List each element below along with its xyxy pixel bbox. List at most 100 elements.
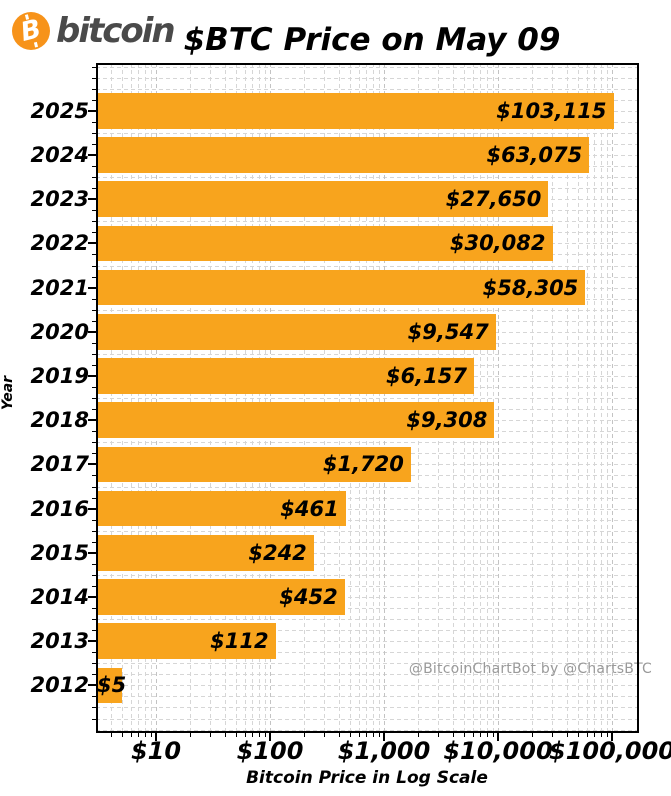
bar-value-label: $9,308 [406,408,488,433]
y-minor-tick [92,663,96,665]
h-gridline [96,132,639,134]
y-minor-tick [92,696,96,698]
x-minor-tick [594,733,596,737]
plot-area: $103,115 $63,075 $27,650 $30,082 $58,305 $9,5… [96,63,652,733]
v-gridline [463,63,465,733]
y-minor-tick [92,486,96,488]
y-minor-tick [92,409,96,411]
v-gridline [190,63,192,733]
v-gridline [110,63,112,733]
x-minor-tick [438,733,440,737]
x-minor-tick [577,733,579,737]
x-minor-tick [586,733,588,737]
y-minor-tick [92,298,96,300]
y-minor-tick [92,630,96,632]
x-tick-label: $10 [130,737,182,765]
x-minor-tick [259,733,260,737]
h-gridline [96,608,639,609]
h-gridline [96,398,639,400]
y-minor-tick [92,77,96,79]
v-gridline [264,63,266,733]
v-gridline [532,63,534,733]
x-minor-tick [378,733,380,737]
h-gridline [96,66,639,68]
v-gridline [480,63,482,733]
x-minor-tick [110,733,112,737]
y-minor-tick [92,276,96,278]
x-minor-tick [358,733,360,737]
y-minor-tick [92,519,96,521]
bar-value-label: $63,075 [486,142,583,167]
x-minor-tick [566,733,568,737]
y-tick-label-2023: 2023 [30,187,89,212]
x-minor-tick [552,733,554,737]
bar-2025: $103,115 [96,93,614,129]
h-gridline [96,652,639,654]
v-gridline-major [270,63,271,733]
h-gridline [96,619,639,621]
y-minor-tick [92,121,96,123]
watermark: @BitcoinChartBot by @ChartsBTC [408,661,652,677]
bar-value-label: $112 [210,629,269,654]
bitcoin-b-glyph: B [17,14,45,48]
y-minor-tick [92,188,96,190]
x-minor-tick [210,733,212,737]
bar-2024: $63,075 [96,137,590,173]
bar-value-label: $9,547 [407,319,489,344]
h-gridline [96,718,639,720]
v-gridline [121,63,123,733]
v-gridline [492,63,494,733]
y-minor-tick [92,475,96,477]
h-gridline [96,77,639,79]
h-gridline [96,574,639,576]
y-minor-tick [92,364,96,366]
h-gridline [96,696,639,698]
v-gridline [606,63,608,733]
h-gridline [96,442,639,444]
v-gridline [472,63,474,733]
y-major-tick [88,109,96,112]
v-gridline [378,63,380,733]
y-minor-tick [92,254,96,256]
y-axis-label: Year [0,375,16,411]
y-minor-tick [92,541,96,543]
y-minor-tick [92,674,96,676]
x-major-tick [611,733,613,741]
v-gridline-major [384,63,385,733]
h-gridline [96,641,639,643]
v-gridline [150,63,152,733]
v-gridline [338,63,340,733]
y-major-tick [88,596,96,598]
y-tick-label-2018: 2018 [30,408,89,433]
y-minor-tick [92,431,96,433]
bitcoin-wordmark: bitcoin [56,11,176,51]
x-minor-tick [264,733,266,737]
h-gridline [96,508,639,510]
y-tick-label-2014: 2014 [30,585,89,609]
x-minor-tick [150,733,152,737]
v-gridline [358,63,360,733]
x-minor-tick [606,733,608,737]
v-gridline [586,63,588,733]
v-gridline [244,63,246,733]
y-minor-tick [92,718,96,720]
bar-2012: $5 [96,667,126,704]
x-minor-tick [487,733,488,737]
y-tick-label-2012: 2012 [30,673,89,698]
v-gridline-major [612,63,613,733]
bar-2018: $9,308 [96,402,495,438]
y-minor-tick [92,166,96,167]
bar-2015: $242 [96,535,314,571]
x-minor-tick [235,733,237,737]
x-minor-tick [121,733,123,737]
v-gridline [138,63,140,733]
x-minor-tick [304,733,306,737]
v-gridline [594,63,596,733]
y-tick-label-2015: 2015 [30,540,89,565]
x-major-tick [269,733,271,741]
y-minor-tick [92,497,96,499]
bar-value-label: $30,082 [449,231,546,256]
y-minor-tick [92,707,96,709]
y-major-tick [88,286,96,289]
v-gridline [324,63,326,733]
